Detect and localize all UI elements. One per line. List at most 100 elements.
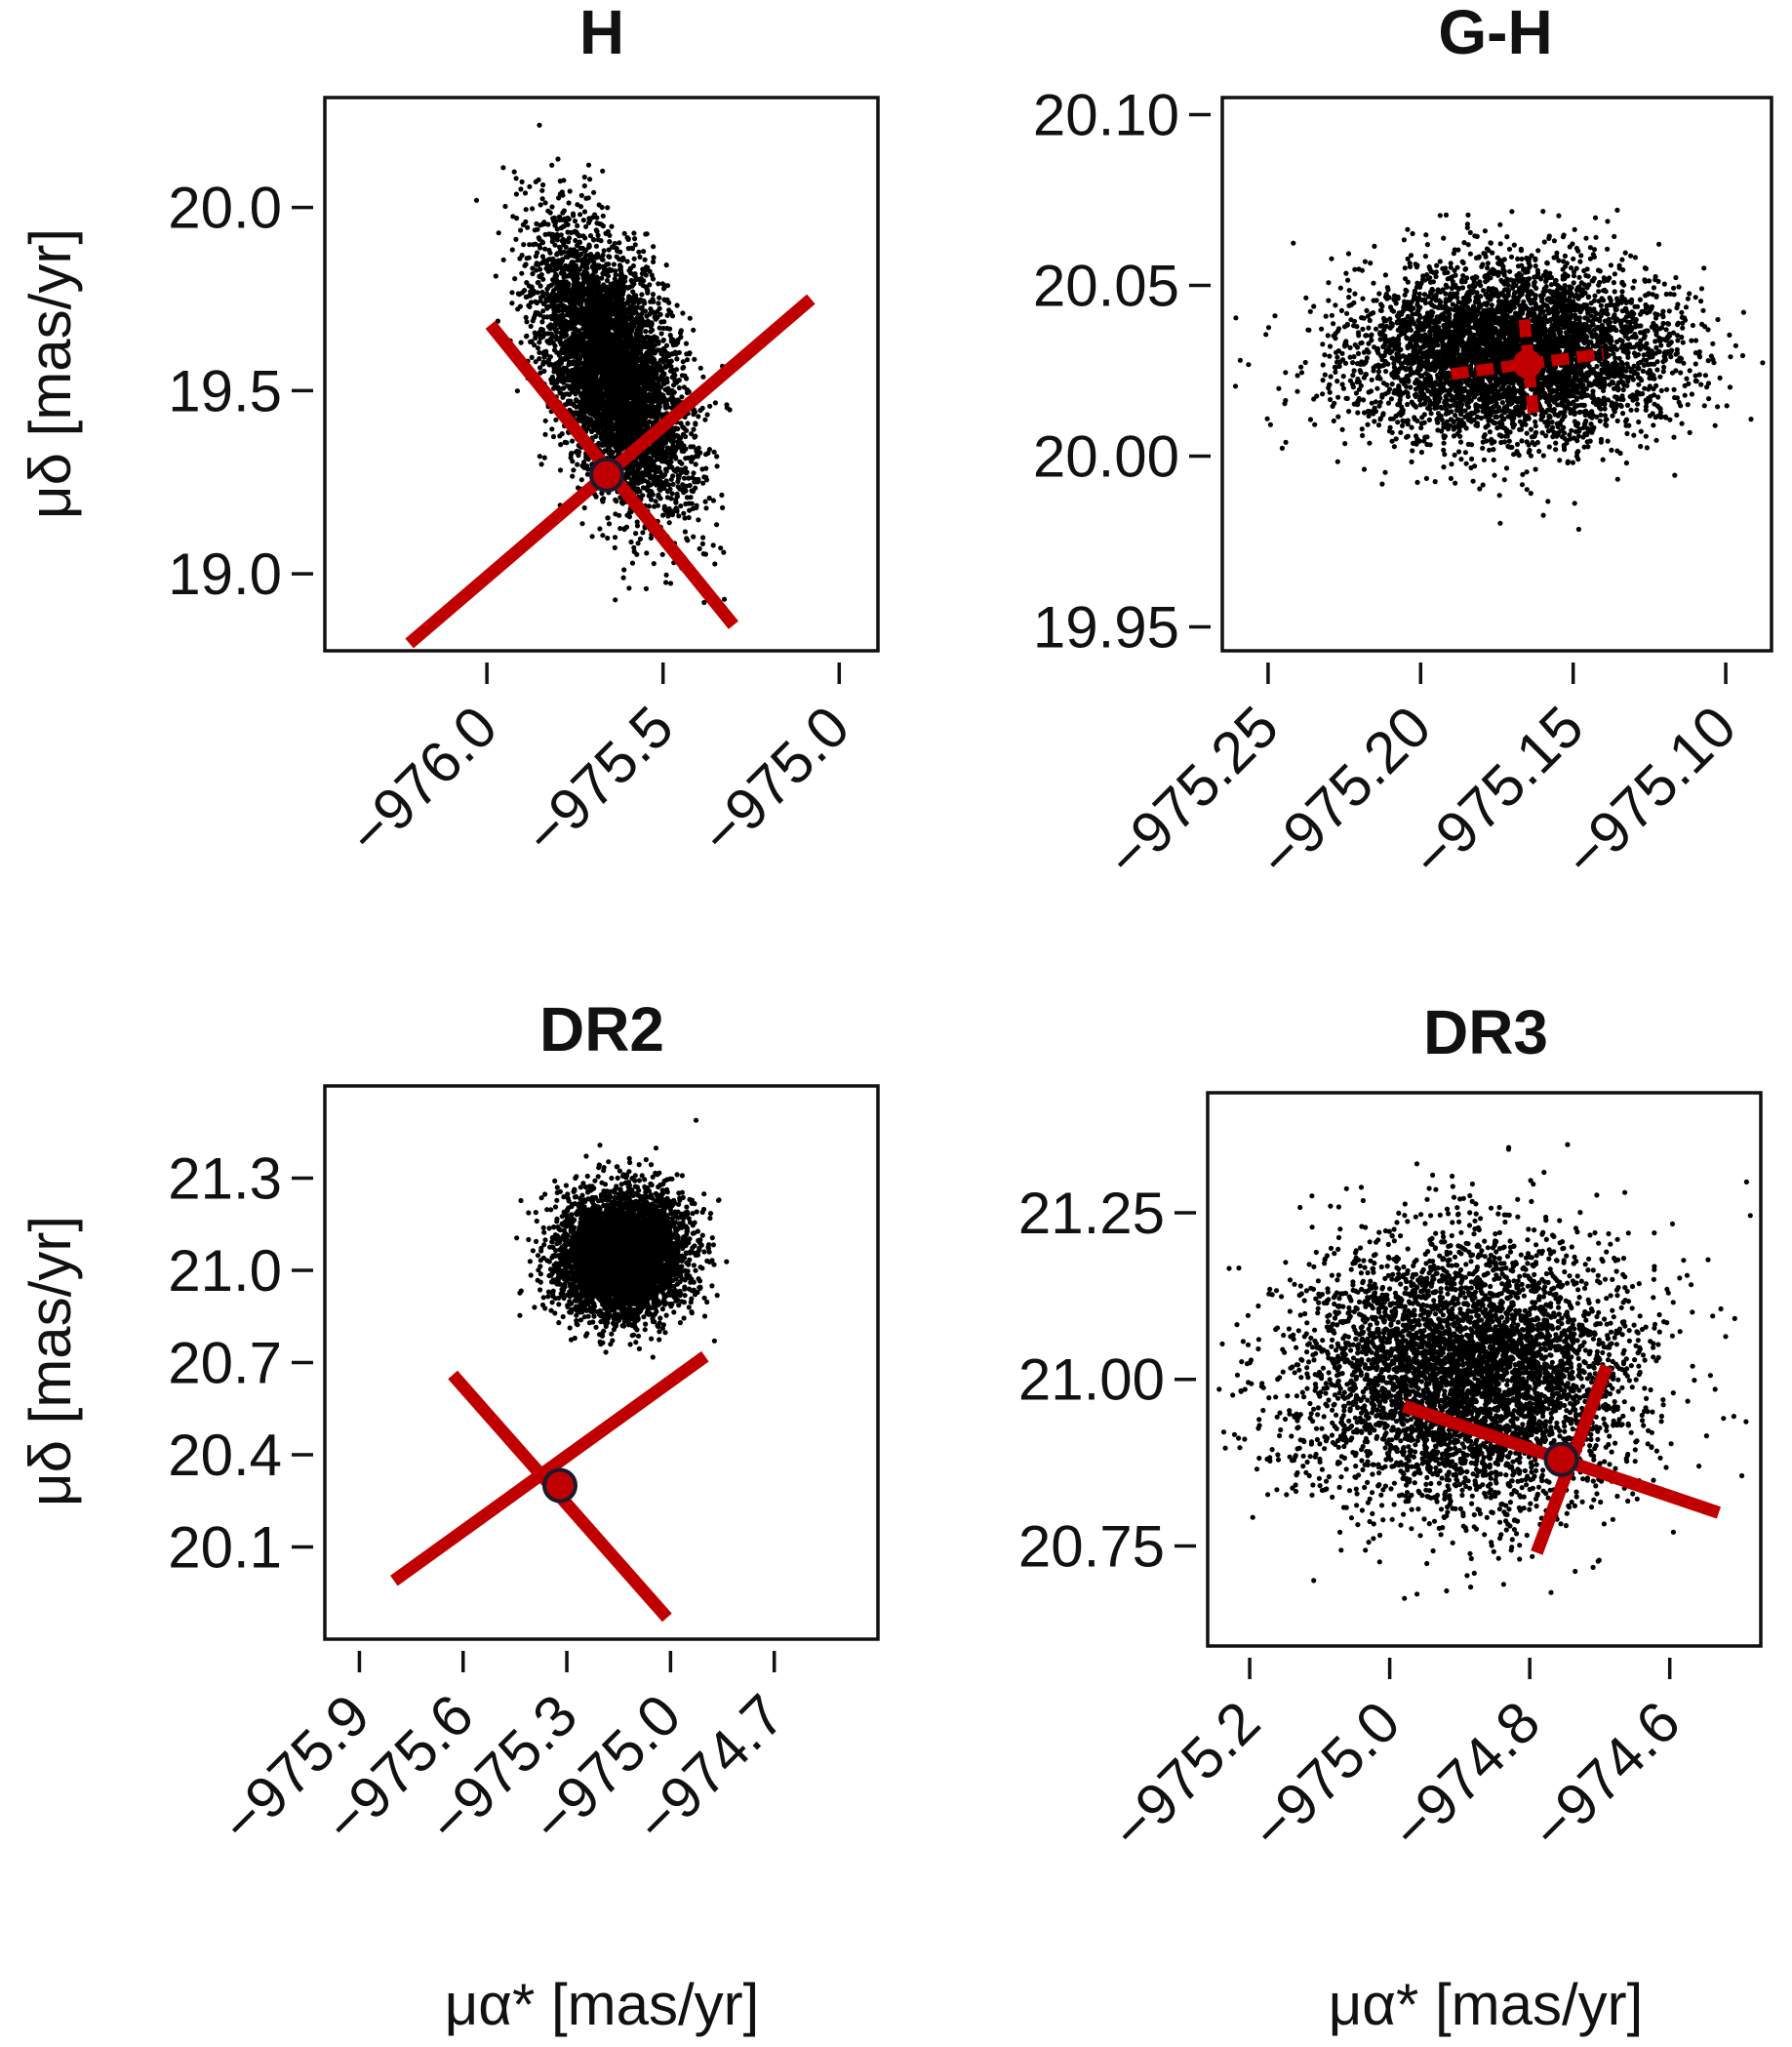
data-point: [700, 480, 706, 486]
data-point: [658, 444, 664, 450]
data-point: [683, 341, 690, 346]
data-point: [685, 421, 691, 426]
data-point: [627, 294, 633, 301]
data-point: [514, 216, 520, 221]
data-point: [537, 340, 542, 345]
data-point: [550, 261, 556, 267]
data-point: [605, 333, 612, 339]
data-point: [564, 391, 571, 397]
data-point: [548, 338, 554, 343]
data-point: [637, 254, 643, 260]
data-point: [540, 276, 546, 282]
data-point: [691, 426, 697, 432]
data-point: [651, 244, 657, 250]
data-point: [548, 282, 555, 288]
data-point: [473, 197, 480, 203]
data-point: [611, 351, 617, 357]
data-point: [617, 512, 622, 518]
data-point: [696, 414, 701, 420]
data-point: [678, 503, 684, 509]
data-point: [617, 266, 623, 272]
data-point: [601, 248, 607, 254]
data-point: [688, 444, 694, 450]
data-point: [681, 490, 687, 496]
data-point: [559, 341, 565, 346]
data-point: [669, 351, 675, 357]
data-point: [585, 259, 591, 265]
data-point: [626, 405, 632, 411]
data-point: [513, 176, 519, 181]
data-point: [696, 517, 701, 523]
data-point: [653, 479, 658, 485]
data-point: [605, 205, 611, 211]
data-point: [639, 416, 645, 421]
data-point: [602, 266, 608, 272]
data-point: [644, 463, 650, 469]
data-point: [704, 412, 710, 418]
data-point: [700, 374, 706, 380]
data-point: [611, 340, 617, 345]
data-point: [643, 585, 650, 592]
data-point: [647, 455, 653, 461]
data-point: [660, 512, 666, 518]
data-point: [518, 340, 524, 345]
data-point: [605, 419, 612, 424]
data-point: [621, 230, 627, 236]
data-point: [678, 328, 684, 334]
data-point: [614, 363, 619, 369]
data-point: [647, 449, 653, 455]
data-point: [539, 187, 545, 193]
data-point: [662, 364, 668, 370]
data-point: [703, 452, 709, 458]
data-point: [648, 482, 654, 488]
data-point: [533, 241, 538, 247]
data-point: [604, 261, 610, 267]
data-point: [581, 209, 588, 215]
data-point: [587, 177, 593, 182]
data-point: [673, 378, 679, 383]
data-point: [663, 357, 669, 363]
data-point: [585, 195, 591, 201]
data-point: [614, 335, 619, 341]
data-point: [720, 504, 726, 511]
data-point: [667, 451, 673, 457]
data-point: [538, 462, 544, 467]
data-point: [563, 244, 569, 250]
data-point: [570, 211, 577, 217]
data-point: [533, 299, 538, 304]
data-point: [635, 541, 641, 546]
data-point: [591, 254, 598, 260]
data-point: [687, 507, 693, 513]
data-point: [573, 378, 578, 383]
data-point: [554, 349, 560, 355]
data-point: [670, 428, 676, 434]
data-point: [549, 204, 555, 210]
data-point: [691, 470, 697, 476]
data-point: [568, 313, 574, 319]
data-point: [639, 292, 645, 298]
data-point: [573, 237, 578, 244]
data-point: [575, 365, 580, 371]
data-point: [673, 341, 679, 347]
data-point: [634, 359, 640, 365]
data-point: [607, 239, 613, 245]
data-point: [619, 355, 625, 361]
data-point: [523, 314, 529, 320]
data-point: [661, 506, 667, 512]
data-point: [609, 378, 615, 383]
data-point: [539, 254, 546, 260]
data-point: [680, 482, 686, 488]
data-point: [549, 162, 555, 168]
data-point: [542, 418, 548, 423]
data-point: [545, 324, 552, 330]
data-point: [599, 435, 605, 441]
data-point: [535, 290, 540, 296]
data-point: [608, 324, 615, 331]
data-point: [577, 239, 582, 245]
data-point: [600, 252, 606, 258]
data-point: [718, 545, 724, 551]
data-point: [581, 421, 587, 427]
data-point: [686, 501, 692, 506]
data-point: [554, 226, 560, 232]
